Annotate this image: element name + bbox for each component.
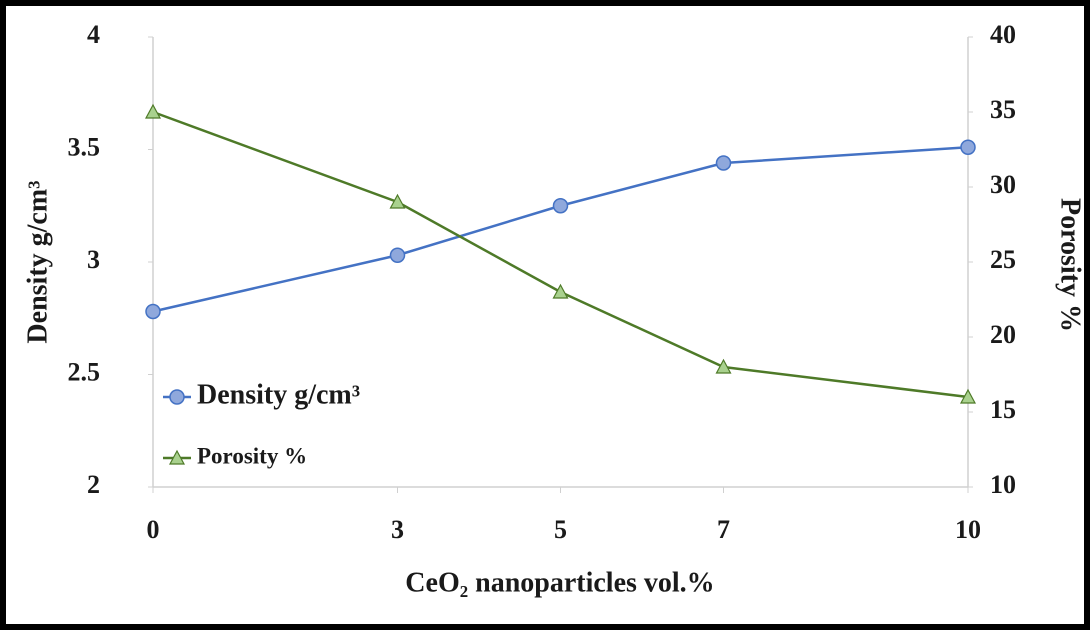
x-axis-title: CeO₂ nanoparticles vol.% xyxy=(405,567,714,598)
legend-marker xyxy=(168,449,186,465)
legend-marker xyxy=(169,389,185,405)
y2-tick-label: 15 xyxy=(990,395,1016,424)
y-tick-label: 2.5 xyxy=(68,357,101,386)
marker xyxy=(389,193,406,209)
legend-label: Porosity % xyxy=(197,443,307,468)
x-tick-label: 10 xyxy=(955,515,981,544)
y2-tick-label: 35 xyxy=(990,95,1016,124)
y2-tick-label: 40 xyxy=(990,20,1016,49)
marker xyxy=(389,247,406,263)
legend-label: Density g/cm³ xyxy=(197,379,360,410)
x-tick-label: 7 xyxy=(717,515,730,544)
y2-tick-label: 30 xyxy=(990,170,1016,199)
x-tick-label: 5 xyxy=(554,515,567,544)
marker xyxy=(715,155,732,171)
marker xyxy=(959,388,977,404)
y-tick-label: 2 xyxy=(87,470,100,499)
marker xyxy=(960,139,976,155)
marker xyxy=(144,103,162,119)
y-tick-label: 3 xyxy=(87,245,100,274)
y2-tick-label: 20 xyxy=(990,320,1016,349)
y2-axis-title: Porosity % xyxy=(1055,198,1086,332)
y2-tick-label: 10 xyxy=(990,470,1016,499)
x-tick-label: 3 xyxy=(391,515,404,544)
y-tick-label: 4 xyxy=(87,20,100,49)
y-tick-label: 3.5 xyxy=(68,132,101,161)
y2-tick-label: 25 xyxy=(990,245,1016,274)
y-axis-title: Density g/cm³ xyxy=(22,180,53,343)
marker xyxy=(552,283,569,299)
marker xyxy=(715,358,732,374)
marker xyxy=(552,198,569,214)
x-tick-label: 0 xyxy=(147,515,160,544)
marker xyxy=(145,303,161,320)
